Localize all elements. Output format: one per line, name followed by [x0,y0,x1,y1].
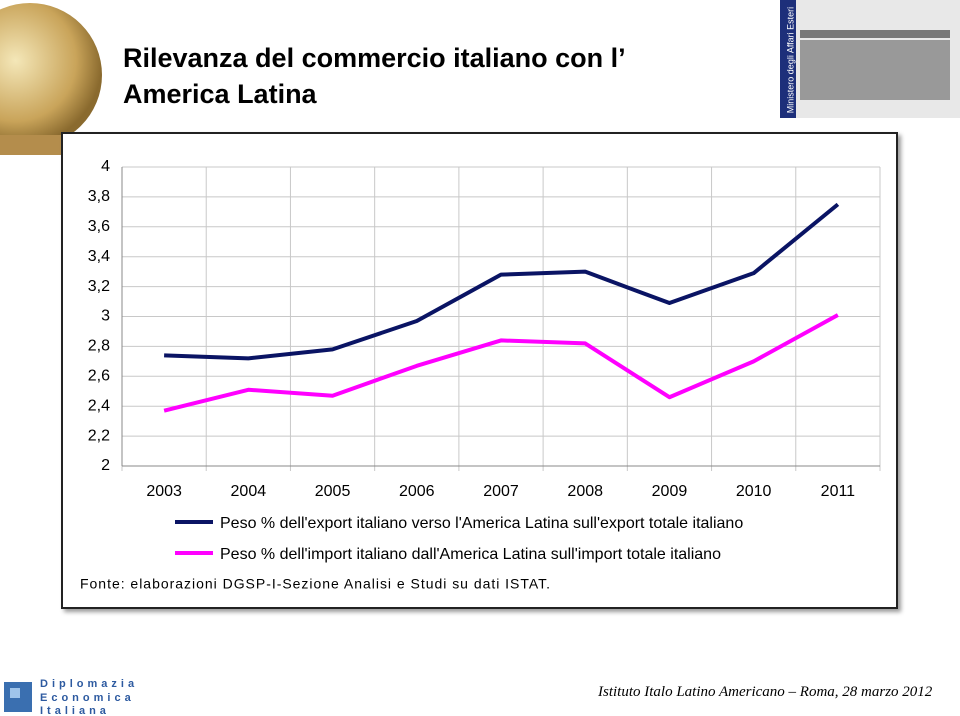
logo-line: Italiana [40,705,110,716]
x-tick-label: 2008 [567,483,603,500]
legend-label: Peso % dell'export italiano verso l'Amer… [220,515,743,532]
footer: Istituto Italo Latino Americano – Roma, … [598,684,933,700]
y-tick-label: 2,6 [88,368,110,385]
y-tick-label: 3 [101,308,110,325]
x-tick-label: 2009 [652,483,688,500]
slide-title: Rilevanza del commercio italiano con l’ … [123,43,625,109]
y-tick-label: 3,8 [88,188,110,205]
globe-image [0,3,102,147]
y-tick-label: 3,2 [88,278,110,295]
y-tick-label: 2,2 [88,427,110,444]
y-tick-label: 3,6 [88,218,110,235]
x-tick-label: 2010 [736,483,772,500]
building [800,30,950,100]
x-tick-label: 2005 [315,483,351,500]
legend-label: Peso % dell'import italiano dall'America… [220,546,721,563]
ministry-label: Ministero degli Affari Esteri [785,7,795,113]
y-tick-label: 4 [101,158,110,175]
x-tick-label: 2007 [483,483,519,500]
y-tick-label: 2,4 [88,397,110,414]
x-tick-label: 2006 [399,483,435,500]
series-line [163,313,839,413]
chart-frame [61,132,898,609]
y-tick-label: 3,4 [88,248,110,265]
de-logo [4,682,32,712]
y-tick-label: 2 [101,457,110,474]
globe-base [0,135,70,155]
logo-line: Diplomazia [40,678,138,690]
y-tick-label: 2,8 [88,338,110,355]
series-line [164,202,840,361]
ministry-band [780,0,796,118]
x-tick-label: 2003 [146,483,182,500]
logo-line: Economica [40,692,135,704]
x-tick-label: 2011 [821,483,856,500]
source-note: Fonte: elaborazioni DGSP-I-Sezione Anali… [80,576,550,592]
x-tick-label: 2004 [231,483,267,500]
